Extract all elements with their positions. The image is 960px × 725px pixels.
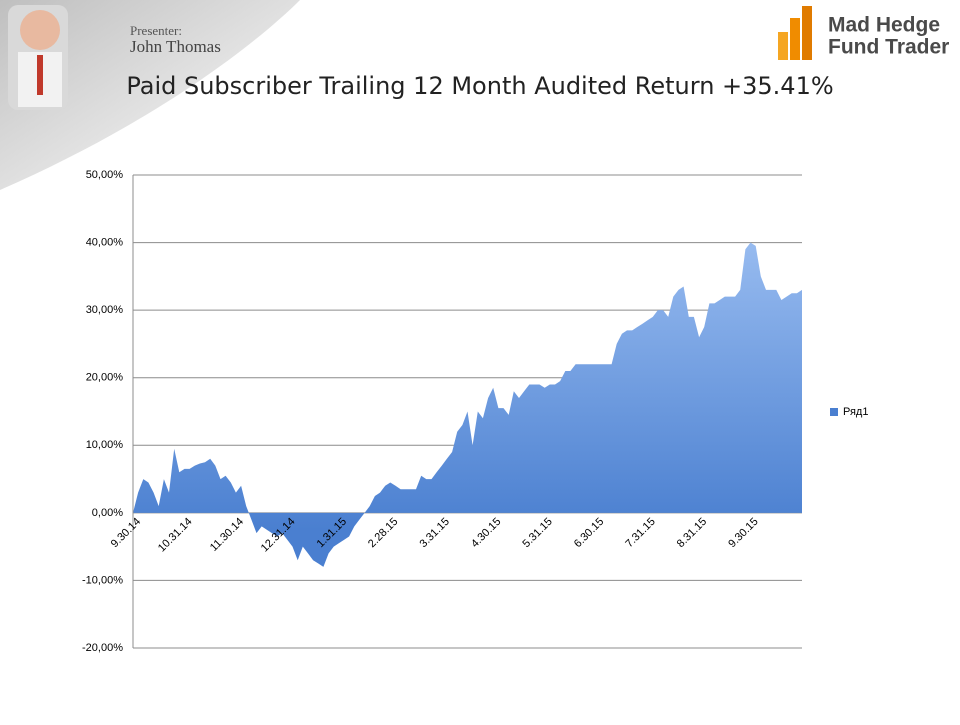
logo-text: Fund Trader (828, 36, 949, 59)
x-tick-label: 9.30.15 (726, 516, 760, 550)
page-curl (0, 0, 300, 190)
x-tick-label: 11.30.14 (208, 516, 246, 554)
logo-icon (778, 6, 812, 60)
y-tick-label: 50,00% (86, 169, 124, 181)
presenter-photo (8, 5, 68, 110)
presenter-label: Presenter: (130, 23, 182, 38)
chart-title: Paid Subscriber Trailing 12 Month Audite… (126, 72, 833, 100)
y-tick-label: -20,00% (82, 642, 123, 654)
x-tick-label: 8.31.15 (675, 516, 709, 550)
x-tick-label: 10.31.14 (156, 516, 195, 555)
x-tick-label: 5.31.15 (520, 516, 554, 550)
logo-text: Mad Hedge (828, 14, 940, 37)
x-tick-label: 6.30.15 (572, 516, 606, 550)
y-tick-label: 30,00% (86, 304, 124, 316)
legend-label: Ряд1 (843, 406, 868, 418)
y-tick-label: 20,00% (86, 372, 124, 384)
x-tick-label: 7.31.15 (623, 516, 657, 550)
y-tick-label: 0,00% (92, 507, 123, 519)
x-tick-label: 3.31.15 (418, 516, 452, 550)
presenter-name: John Thomas (130, 37, 221, 56)
x-tick-label: 2.28.15 (366, 516, 400, 550)
x-tick-label: 4.30.15 (469, 516, 503, 550)
area (133, 242, 802, 567)
legend-swatch (830, 408, 838, 416)
y-tick-label: 10,00% (86, 439, 124, 451)
x-tick-label: 9.30.14 (109, 516, 143, 550)
y-tick-label: -10,00% (82, 574, 123, 586)
y-tick-label: 40,00% (86, 236, 124, 248)
